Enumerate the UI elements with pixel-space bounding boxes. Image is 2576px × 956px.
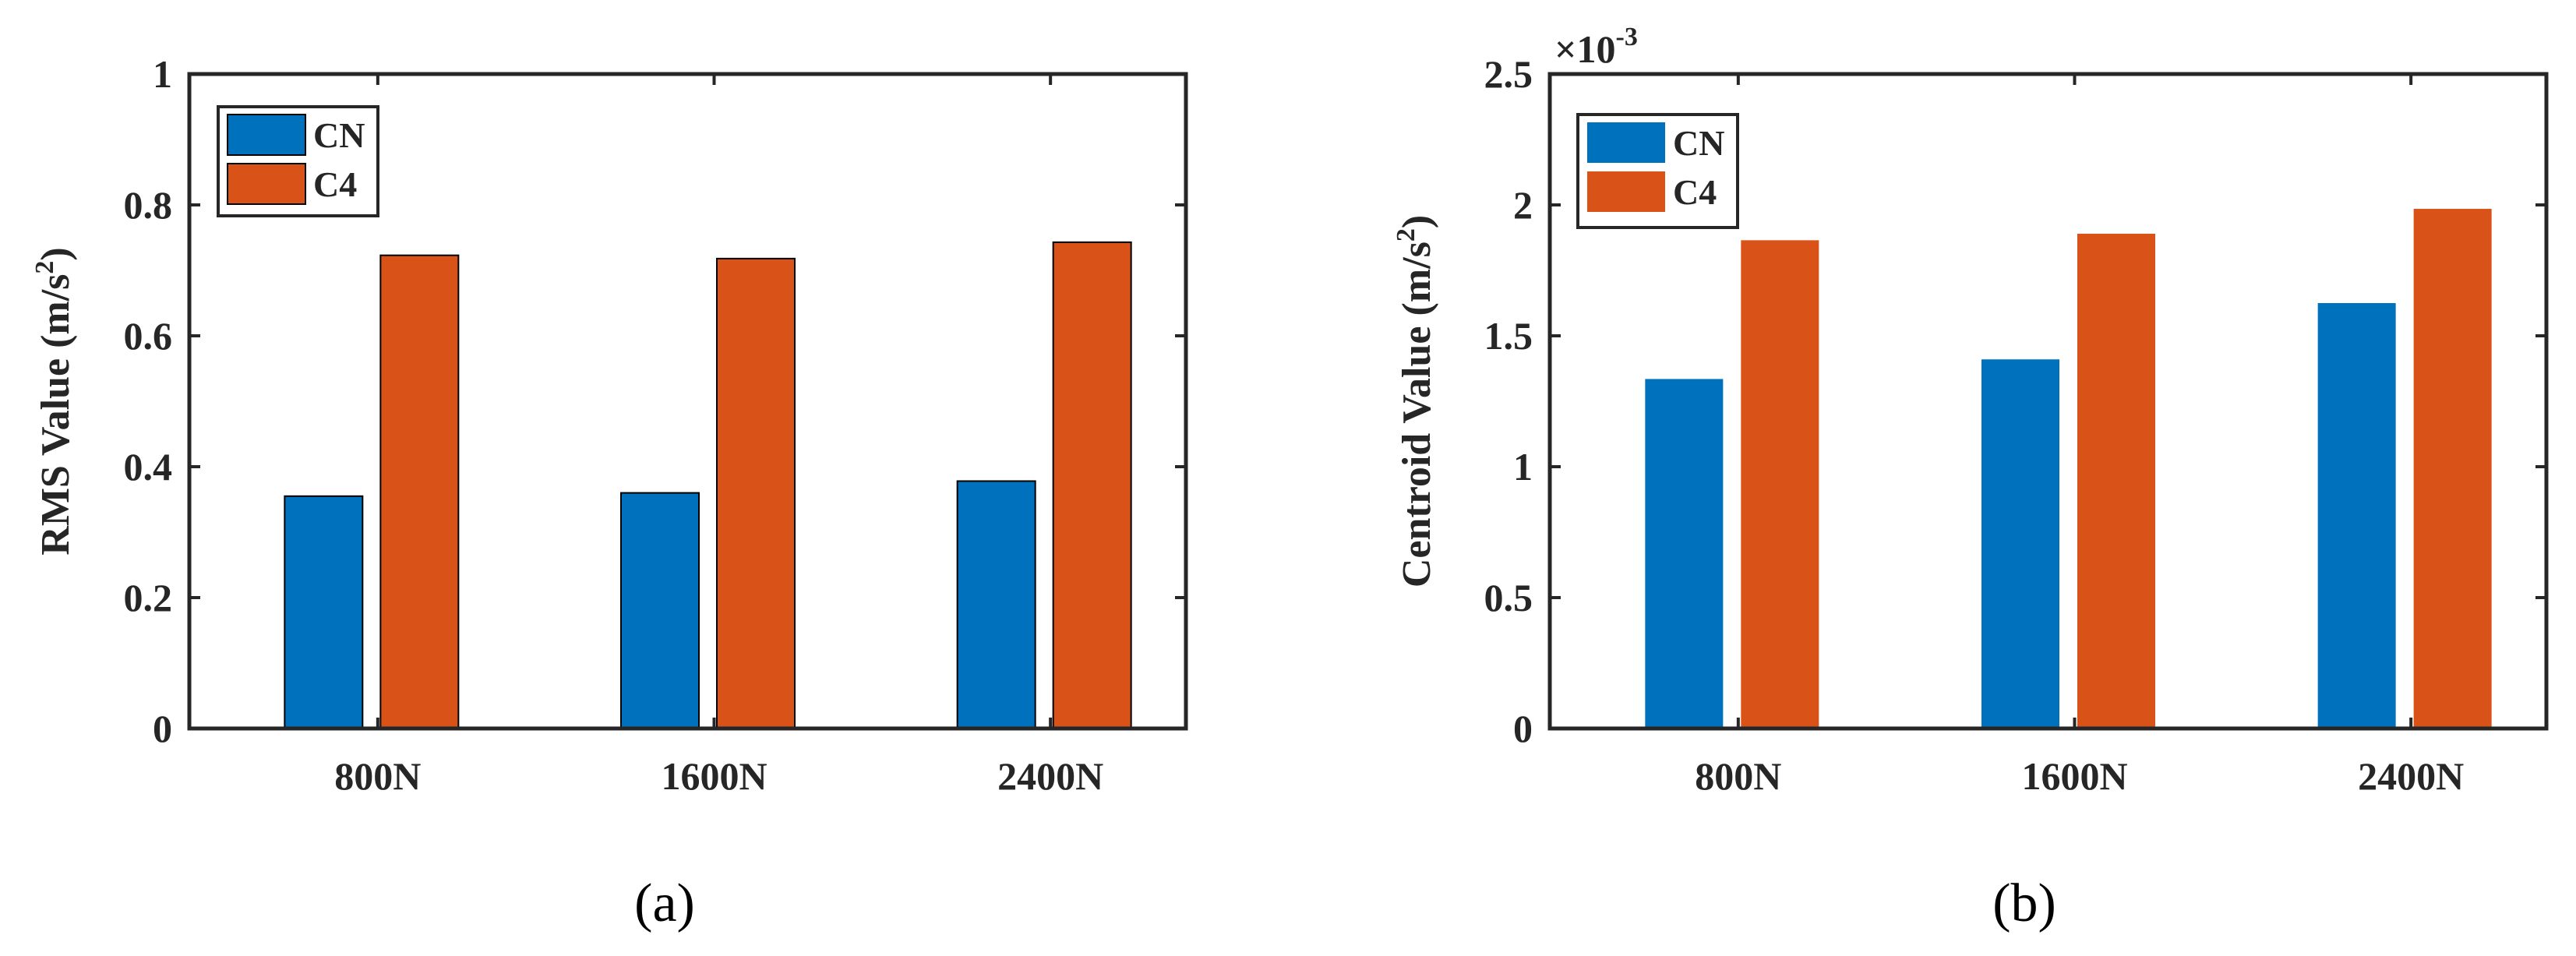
- y-tick-label: 0.5: [1484, 576, 1533, 619]
- bar-c4-800n: [379, 254, 460, 729]
- legend-swatch-c4: [227, 163, 306, 205]
- y-axis-title-superscript: 2: [1392, 228, 1420, 242]
- x-tick-label: 2400N: [997, 754, 1103, 798]
- y-tick-label: 0: [153, 707, 172, 750]
- axes-box: [1547, 72, 2549, 731]
- y-tick-label: 0.2: [124, 576, 173, 619]
- x-tick-label: 1600N: [661, 754, 767, 798]
- bar-c4-800n: [1741, 240, 1819, 728]
- legend-swatch-cn: [227, 114, 306, 156]
- x-tick-label: 2400N: [2358, 754, 2464, 798]
- y-scale-base: ×10: [1554, 27, 1616, 71]
- y-tick-label: 1: [1513, 445, 1533, 489]
- panel-caption: (b): [1992, 873, 2056, 933]
- legend-label-cn: CN: [1673, 123, 1724, 163]
- panel-caption: (a): [634, 873, 695, 933]
- bar-cn-1600n: [1981, 359, 2059, 728]
- y-axis-title-close: ): [1395, 215, 1439, 228]
- bar-c4-1600n: [716, 257, 796, 729]
- y-axis-title-text: RMS Value (m/s: [34, 274, 78, 556]
- legend: CN C4: [1576, 113, 1739, 229]
- y-tick-label: 2.5: [1484, 52, 1533, 96]
- bar-cn-800n: [1645, 379, 1724, 728]
- y-axis-title-close: ): [34, 247, 78, 260]
- y-scale-exponent: -3: [1616, 23, 1638, 51]
- y-axis-title-text: Centroid Value (m/s: [1395, 242, 1439, 587]
- bar-c4-2400n: [2413, 209, 2492, 728]
- legend-label-cn: CN: [313, 115, 365, 155]
- legend-label-c4: C4: [313, 164, 357, 204]
- y-tick-label: 0.4: [124, 445, 173, 489]
- axes-box: [187, 72, 1188, 731]
- x-tick-label: 1600N: [2021, 754, 2127, 798]
- x-tick-label: 800N: [1695, 754, 1781, 798]
- y-tick-label: 0: [1513, 707, 1533, 750]
- bar-c4-1600n: [2077, 233, 2155, 729]
- legend-swatch-cn: [1587, 122, 1665, 163]
- bar-cn-1600n: [620, 492, 700, 729]
- y-tick-label: 0.6: [124, 314, 173, 358]
- y-tick-label: 1.5: [1484, 314, 1533, 358]
- y-tick-label: 0.8: [124, 183, 173, 227]
- y-tick-label: 2: [1513, 183, 1533, 227]
- legend-label-c4: C4: [1673, 172, 1717, 212]
- y-axis-title-superscript: 2: [30, 261, 59, 274]
- chart-panel-1: 0 0.2 0.4 0.6 0.8 1 800N 1600N 2400N RMS Value (m…: [30, 52, 1188, 933]
- bar-cn-2400n: [956, 480, 1036, 729]
- y-scale-factor: ×10-3: [1554, 23, 1638, 71]
- y-axis-title: Centroid Value (m/s2): [1392, 215, 1439, 587]
- bar-c4-2400n: [1052, 241, 1132, 729]
- chart-panel-2: 0 0.5 1 1.5 2 2.5 800N 1600N 2400N Centroid Value…: [1392, 23, 2549, 933]
- y-axis-title: RMS Value (m/s2): [30, 247, 78, 555]
- x-tick-label: 800N: [334, 754, 421, 798]
- bar-cn-800n: [284, 495, 364, 729]
- bar-cn-2400n: [2317, 303, 2396, 728]
- y-tick-label: 1: [153, 52, 172, 96]
- legend: CN C4: [217, 105, 379, 217]
- legend-swatch-c4: [1587, 171, 1665, 212]
